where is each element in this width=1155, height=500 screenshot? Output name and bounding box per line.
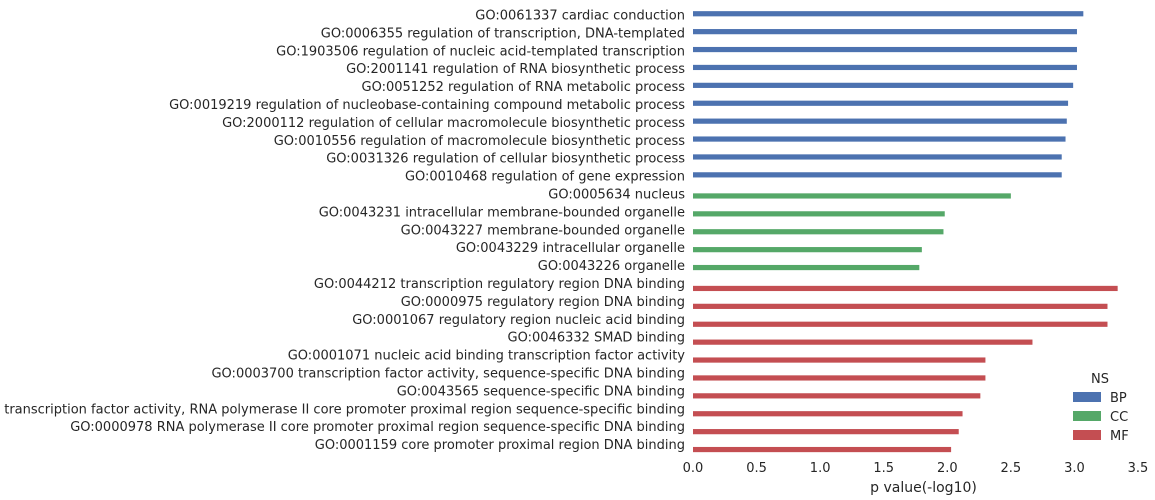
category-label: GO:0044212 transcription regulatory regi… [314,277,685,292]
legend-swatch-bp [1073,392,1101,402]
category-label: GO:0000975 regulatory region DNA binding [401,295,685,310]
category-label: GO:0043227 membrane-bounded organelle [401,223,685,238]
bar-bp [693,64,1077,71]
bar-bp [693,100,1069,106]
bar-bp [693,46,1077,53]
bar-mf [693,339,1033,345]
bar-cc [693,247,922,253]
category-labels: GO:0061337 cardiac conduction GO:0006355 … [0,8,685,453]
x-tick-label: 3.5 [1128,461,1149,476]
x-tick-label: 3.0 [1064,461,1085,476]
category-label: GO:1903506 regulation of nucleic acid-te… [276,44,685,59]
category-label: GO:0001159 core promoter proximal region… [315,438,685,453]
legend-entries: BP CC MF [1073,391,1129,444]
category-label: GO:0043226 organelle [538,259,685,274]
bar-bp [693,118,1067,124]
x-axis-ticks: 0.0 0.5 1.0 1.5 2.0 2.5 3.0 3.5 [683,461,1149,476]
bar-mf [693,285,1118,292]
bar-mf [693,303,1108,309]
bar-bp [693,154,1062,160]
legend-label-mf: MF [1110,429,1129,444]
category-label: GO:0000982 transcription factor activity… [0,402,685,417]
category-label: GO:0006355 regulation of transcription, … [321,26,685,41]
legend-swatch-cc [1073,411,1101,421]
category-label: GO:0031326 regulation of cellular biosyn… [326,152,685,167]
category-label: GO:0019219 regulation of nucleobase-cont… [169,98,685,113]
bar-mf [693,375,986,381]
bar-bp [693,136,1066,142]
bar-cc [693,229,944,235]
bar-mf [693,429,959,435]
x-tick-label: 2.5 [1001,461,1022,476]
category-label: GO:0043231 intracellular membrane-bounde… [319,205,685,220]
x-tick-label: 2.0 [937,461,958,476]
bar-bp [693,29,1077,35]
x-tick-label: 0.5 [746,461,767,476]
x-tick-label: 1.5 [873,461,894,476]
bar-bp [693,172,1062,178]
category-label: GO:0005634 nucleus [548,187,685,202]
bars-layer [693,11,1118,453]
category-label: GO:0043229 intracellular organelle [456,241,685,256]
bar-cc [693,264,920,271]
category-label: GO:0001067 regulatory region nucleic aci… [352,313,685,328]
category-label: GO:0043565 sequence-specific DNA binding [397,384,685,399]
bar-mf [693,446,952,453]
category-label: GO:0061337 cardiac conduction [475,8,685,23]
category-label: GO:0000978 RNA polymerase II core promot… [70,420,685,435]
category-label: GO:2000112 regulation of cellular macrom… [222,116,685,131]
x-tick-label: 0.0 [683,461,704,476]
x-tick-label: 1.0 [810,461,831,476]
legend-label-bp: BP [1110,391,1127,406]
category-label: GO:0051252 regulation of RNA metabolic p… [362,80,686,95]
category-label: GO:2001141 regulation of RNA biosyntheti… [346,62,685,77]
category-label: GO:0010468 regulation of gene expression [405,170,685,185]
bar-cc [693,193,1011,199]
bar-bp [693,11,1084,17]
category-label: GO:0001071 nucleic acid binding transcri… [288,349,686,364]
bar-mf [693,411,963,417]
bar-mf [693,321,1108,327]
category-label: GO:0046332 SMAD binding [508,331,685,346]
legend-title: NS [1091,372,1109,387]
legend: NS BP CC MF [1073,372,1129,444]
category-label: GO:0010556 regulation of macromolecule b… [274,134,685,149]
bar-bp [693,82,1074,88]
category-label: GO:0003700 transcription factor activity… [211,366,685,381]
x-axis-title: p value(-log10) [870,480,977,496]
bar-cc [693,211,945,217]
bar-mf [693,393,981,399]
legend-swatch-mf [1073,430,1101,440]
legend-label-cc: CC [1110,410,1128,425]
bar-mf [693,357,986,363]
